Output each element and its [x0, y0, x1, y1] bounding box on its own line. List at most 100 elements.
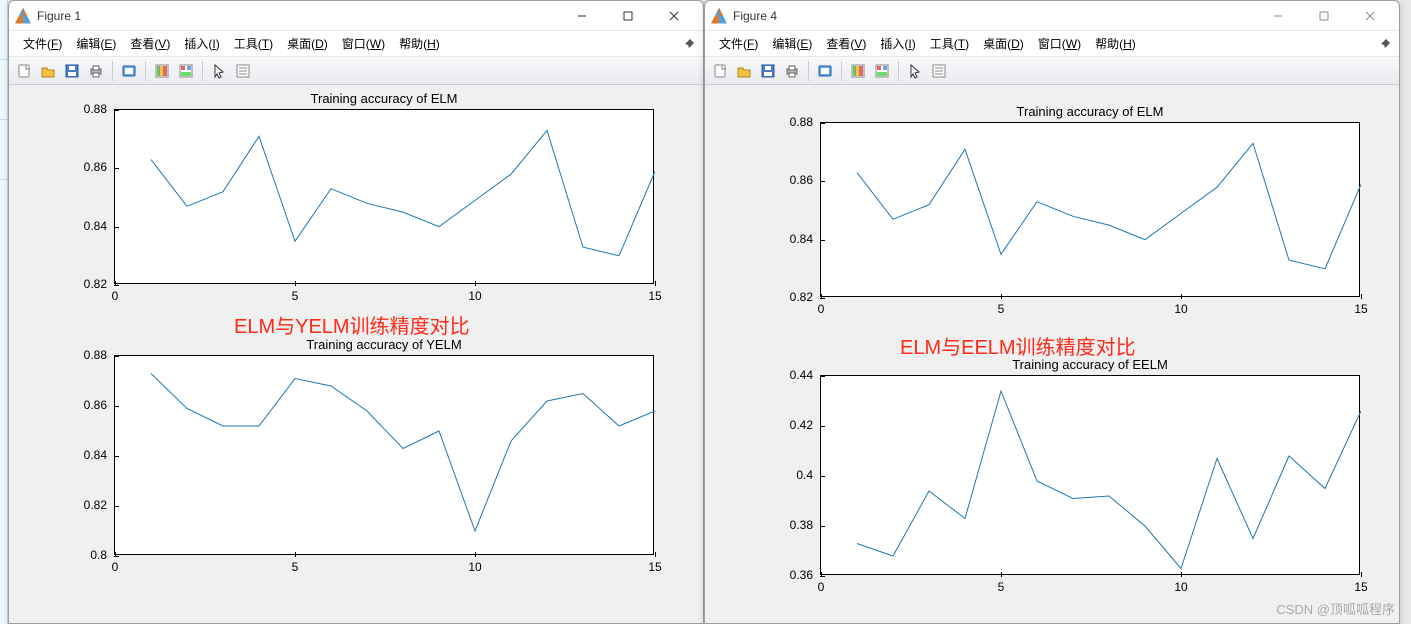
bg-cell: [0, 120, 7, 180]
xtick-label: 10: [1169, 302, 1193, 316]
xtick-label: 15: [1349, 580, 1373, 594]
copy-view-icon[interactable]: [118, 60, 140, 82]
menu-e[interactable]: 编辑(E): [766, 32, 818, 55]
chart-line: [821, 123, 1361, 298]
xtick-mark: [115, 552, 116, 557]
menu-i[interactable]: 插入(I): [874, 32, 921, 55]
xtick-mark: [115, 281, 116, 286]
toolbar: [705, 57, 1399, 85]
xtick-label: 15: [643, 289, 667, 303]
pointer-icon[interactable]: [904, 60, 926, 82]
menu-f[interactable]: 文件(F): [17, 32, 68, 55]
ytick-mark: [820, 426, 825, 427]
layout-icon[interactable]: [175, 60, 197, 82]
menu-t[interactable]: 工具(T): [228, 32, 279, 55]
ytick-label: 0.8: [63, 548, 107, 562]
pointer-icon[interactable]: [208, 60, 230, 82]
copy-view-icon[interactable]: [814, 60, 836, 82]
save-icon[interactable]: [757, 60, 779, 82]
new-icon[interactable]: [13, 60, 35, 82]
open-icon[interactable]: [733, 60, 755, 82]
pin-icon[interactable]: [1379, 36, 1393, 50]
save-icon[interactable]: [61, 60, 83, 82]
maximize-button[interactable]: [1301, 1, 1347, 31]
titlebar[interactable]: Figure 1: [9, 1, 703, 31]
ytick-mark: [820, 476, 825, 477]
ytick-label: 0.42: [769, 418, 813, 432]
maximize-button[interactable]: [605, 1, 651, 31]
menu-d[interactable]: 桌面(D): [977, 32, 1030, 55]
ytick-mark: [820, 376, 825, 377]
watermark-text: CSDN @顶呱呱程序: [1276, 599, 1395, 618]
menu-w[interactable]: 窗口(W): [1032, 32, 1087, 55]
ytick-label: 0.36: [769, 568, 813, 582]
xtick-mark: [295, 281, 296, 286]
open-icon[interactable]: [37, 60, 59, 82]
colorbar-icon[interactable]: [847, 60, 869, 82]
toolbar: [9, 57, 703, 85]
menu-w[interactable]: 窗口(W): [336, 32, 391, 55]
xtick-label: 0: [809, 302, 833, 316]
xtick-label: 5: [989, 580, 1013, 594]
ytick-label: 0.86: [63, 398, 107, 412]
ytick-mark: [114, 406, 119, 407]
ytick-mark: [820, 240, 825, 241]
print-icon[interactable]: [781, 60, 803, 82]
toolbar-separator: [145, 61, 146, 81]
print-icon[interactable]: [85, 60, 107, 82]
layout-icon[interactable]: [871, 60, 893, 82]
chart-axes: 0.820.840.860.88051015: [820, 122, 1360, 297]
colorbar-icon[interactable]: [151, 60, 173, 82]
xtick-mark: [475, 281, 476, 286]
xtick-mark: [295, 552, 296, 557]
ytick-mark: [820, 181, 825, 182]
background-strip: [0, 0, 8, 624]
titlebar[interactable]: Figure 4: [705, 1, 1399, 31]
toolbar-separator: [898, 61, 899, 81]
figure-canvas: Training accuracy of ELM 0.820.840.860.8…: [705, 85, 1399, 623]
menu-i[interactable]: 插入(I): [178, 32, 225, 55]
close-button[interactable]: [651, 1, 697, 31]
figure-window: Figure 1 文件(F)编辑(E)查看(V)插入(I)工具(T)桌面(D)窗…: [8, 0, 704, 624]
ytick-mark: [114, 506, 119, 507]
ytick-label: 0.84: [63, 448, 107, 462]
xtick-mark: [1181, 294, 1182, 299]
menu-d[interactable]: 桌面(D): [281, 32, 334, 55]
new-icon[interactable]: [709, 60, 731, 82]
minimize-button[interactable]: [559, 1, 605, 31]
figure-window: Figure 4 文件(F)编辑(E)查看(V)插入(I)工具(T)桌面(D)窗…: [704, 0, 1400, 624]
xtick-label: 15: [1349, 302, 1373, 316]
ytick-label: 0.88: [63, 102, 107, 116]
ytick-mark: [114, 227, 119, 228]
ytick-label: 0.4: [769, 468, 813, 482]
menu-v[interactable]: 查看(V): [820, 32, 872, 55]
chart-axes: 0.80.820.840.860.88051015: [114, 355, 654, 555]
ytick-label: 0.82: [63, 498, 107, 512]
window-title: Figure 1: [37, 9, 81, 23]
chart-title: Training accuracy of ELM: [820, 104, 1360, 119]
properties-icon[interactable]: [232, 60, 254, 82]
chart-line: [115, 110, 655, 285]
ytick-mark: [114, 168, 119, 169]
xtick-label: 5: [989, 302, 1013, 316]
pin-icon[interactable]: [683, 36, 697, 50]
xtick-mark: [821, 294, 822, 299]
matlab-icon: [711, 8, 727, 24]
xtick-mark: [1001, 294, 1002, 299]
menu-e[interactable]: 编辑(E): [70, 32, 122, 55]
close-button[interactable]: [1347, 1, 1393, 31]
figure-canvas: Training accuracy of ELM 0.820.840.860.8…: [9, 85, 703, 623]
bg-cell: [0, 60, 7, 120]
menu-t[interactable]: 工具(T): [924, 32, 975, 55]
minimize-button[interactable]: [1255, 1, 1301, 31]
menu-h[interactable]: 帮助(H): [393, 32, 446, 55]
menu-v[interactable]: 查看(V): [124, 32, 176, 55]
toolbar-separator: [112, 61, 113, 81]
properties-icon[interactable]: [928, 60, 950, 82]
xtick-mark: [1001, 572, 1002, 577]
ytick-mark: [820, 123, 825, 124]
annotation-text: ELM与EELM训练精度对比: [900, 331, 1136, 360]
menu-f[interactable]: 文件(F): [713, 32, 764, 55]
xtick-mark: [1181, 572, 1182, 577]
menu-h[interactable]: 帮助(H): [1089, 32, 1142, 55]
